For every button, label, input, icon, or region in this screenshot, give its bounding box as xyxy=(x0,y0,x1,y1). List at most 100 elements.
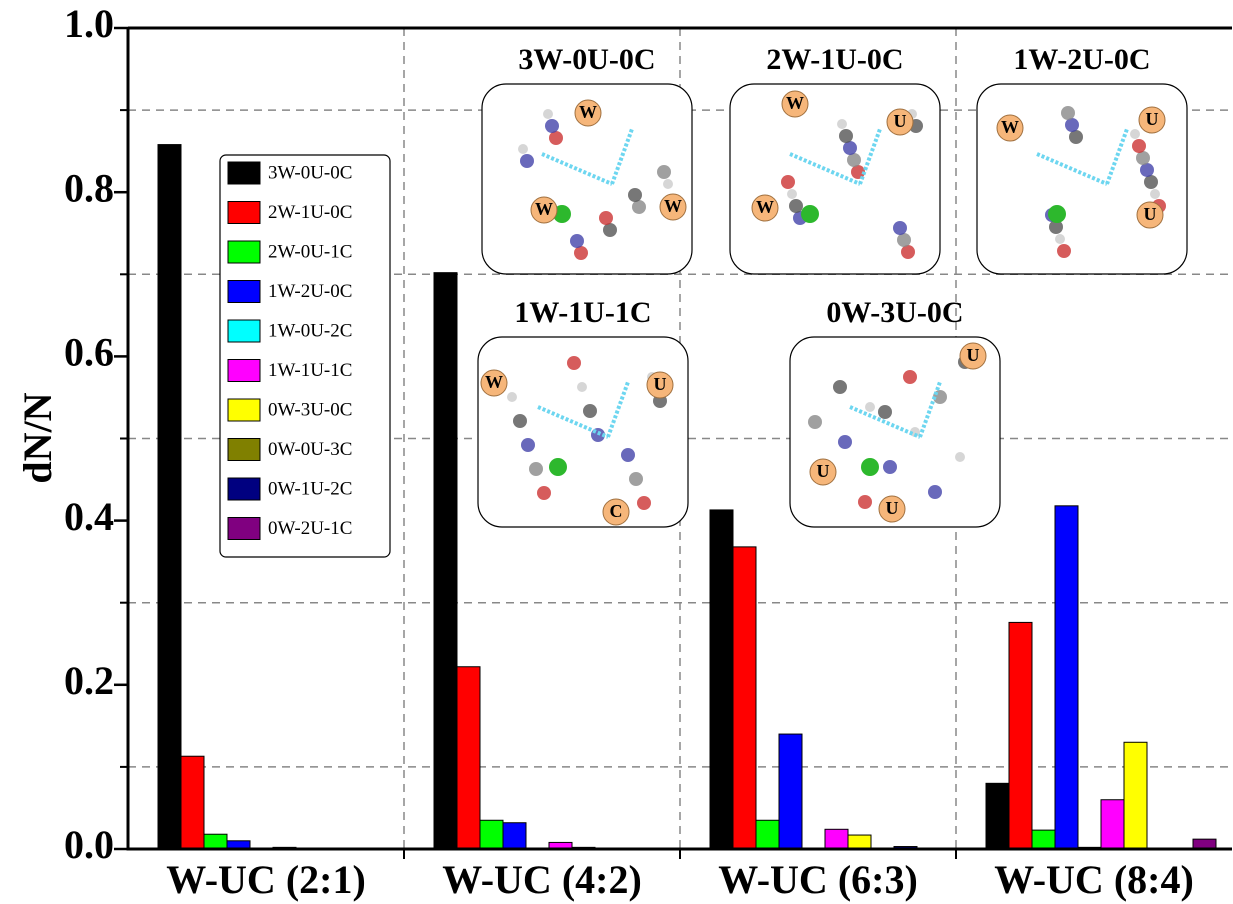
atom xyxy=(897,233,911,247)
atom xyxy=(632,200,646,214)
atom xyxy=(1144,175,1158,189)
legend-swatch xyxy=(228,202,260,224)
atom xyxy=(574,246,588,260)
ion xyxy=(549,458,567,476)
bar xyxy=(480,820,503,849)
legend-label: 1W-2U-0C xyxy=(268,281,352,302)
atom xyxy=(833,380,847,394)
x-tick-label: W-UC (6:3) xyxy=(718,857,918,902)
inset-box xyxy=(478,337,688,527)
y-tick-label: 1.0 xyxy=(64,1,114,46)
inset-label: C xyxy=(610,501,623,521)
atom xyxy=(865,402,875,412)
legend-swatch xyxy=(228,320,260,342)
atom xyxy=(543,109,553,119)
atom xyxy=(781,175,795,189)
atom xyxy=(955,452,965,462)
inset-title: 0W-3U-0C xyxy=(826,296,963,329)
atom xyxy=(839,129,853,143)
legend-label: 0W-3U-0C xyxy=(268,399,352,420)
y-tick-label: 0.4 xyxy=(64,494,114,539)
atom xyxy=(838,435,852,449)
atom xyxy=(1140,163,1154,177)
atom xyxy=(837,119,847,129)
inset-label: W xyxy=(664,196,682,216)
bar xyxy=(756,820,779,849)
atom xyxy=(537,486,551,500)
atom xyxy=(1130,129,1140,139)
bar xyxy=(204,834,227,849)
legend-swatch xyxy=(228,399,260,421)
inset-label: U xyxy=(654,374,667,394)
ion xyxy=(861,458,879,476)
atom xyxy=(1150,189,1160,199)
atom xyxy=(583,404,597,418)
chart: dN/N 0.00.20.40.60.81.0W-UC (2:1)W-UC (4… xyxy=(0,0,1233,904)
atom xyxy=(637,496,651,510)
legend-swatch xyxy=(228,439,260,461)
inset-label: W xyxy=(485,372,503,392)
atom xyxy=(1065,118,1079,132)
legend-label: 0W-2U-1C xyxy=(268,518,352,539)
page: {"chart_data": {"type": "bar", "y_label"… xyxy=(0,0,1233,904)
legend-label: 2W-0U-1C xyxy=(268,241,352,262)
inset-label: U xyxy=(886,498,899,518)
bar xyxy=(986,783,1009,849)
atom xyxy=(577,382,587,392)
inset-label: W xyxy=(1001,117,1019,137)
inset-label: W xyxy=(756,197,774,217)
atom xyxy=(1069,130,1083,144)
atom xyxy=(603,223,617,237)
atom xyxy=(878,405,892,419)
atom xyxy=(928,485,942,499)
bar xyxy=(1032,830,1055,849)
atom xyxy=(507,392,517,402)
inset-label: W xyxy=(786,93,804,113)
x-tick-label: W-UC (4:2) xyxy=(442,857,642,902)
atom xyxy=(1057,244,1071,258)
bar xyxy=(1101,800,1124,849)
inset-title: 1W-2U-0C xyxy=(1013,43,1150,76)
inset-title: 1W-1U-1C xyxy=(514,296,651,329)
atom xyxy=(629,472,643,486)
y-axis-label: dN/N xyxy=(15,392,60,483)
legend-label: 0W-1U-2C xyxy=(268,478,352,499)
legend-swatch xyxy=(228,281,260,303)
atom xyxy=(628,188,642,202)
atom xyxy=(808,415,822,429)
atom xyxy=(843,141,857,155)
bar xyxy=(825,829,848,849)
inset-title: 2W-1U-0C xyxy=(766,43,903,76)
legend-label: 1W-1U-1C xyxy=(268,360,352,381)
atom xyxy=(621,448,635,462)
atom xyxy=(1061,106,1075,120)
legend-swatch xyxy=(228,518,260,540)
atom xyxy=(657,165,671,179)
inset-label: W xyxy=(535,199,553,219)
atom xyxy=(1055,234,1065,244)
inset-label: U xyxy=(1146,109,1159,129)
legend-label: 3W-0U-0C xyxy=(268,162,352,183)
atom xyxy=(858,495,872,509)
atom xyxy=(599,211,613,225)
x-tick-label: W-UC (8:4) xyxy=(994,857,1194,902)
inset-label: U xyxy=(894,111,907,131)
x-tick-label: W-UC (2:1) xyxy=(166,857,366,902)
bar xyxy=(181,756,204,849)
bar xyxy=(848,835,871,849)
atom xyxy=(893,221,907,235)
y-tick-label: 0.6 xyxy=(64,330,114,375)
atom xyxy=(520,154,534,168)
atom xyxy=(1136,151,1150,165)
atom xyxy=(518,144,528,154)
legend-swatch xyxy=(228,241,260,263)
inset-title: 3W-0U-0C xyxy=(518,43,655,76)
atom xyxy=(663,179,673,189)
bar xyxy=(434,273,457,849)
bar xyxy=(710,510,733,849)
atom xyxy=(549,131,563,145)
atom xyxy=(570,234,584,248)
legend-swatch xyxy=(228,478,260,500)
bar xyxy=(158,145,181,849)
bar xyxy=(457,667,480,849)
